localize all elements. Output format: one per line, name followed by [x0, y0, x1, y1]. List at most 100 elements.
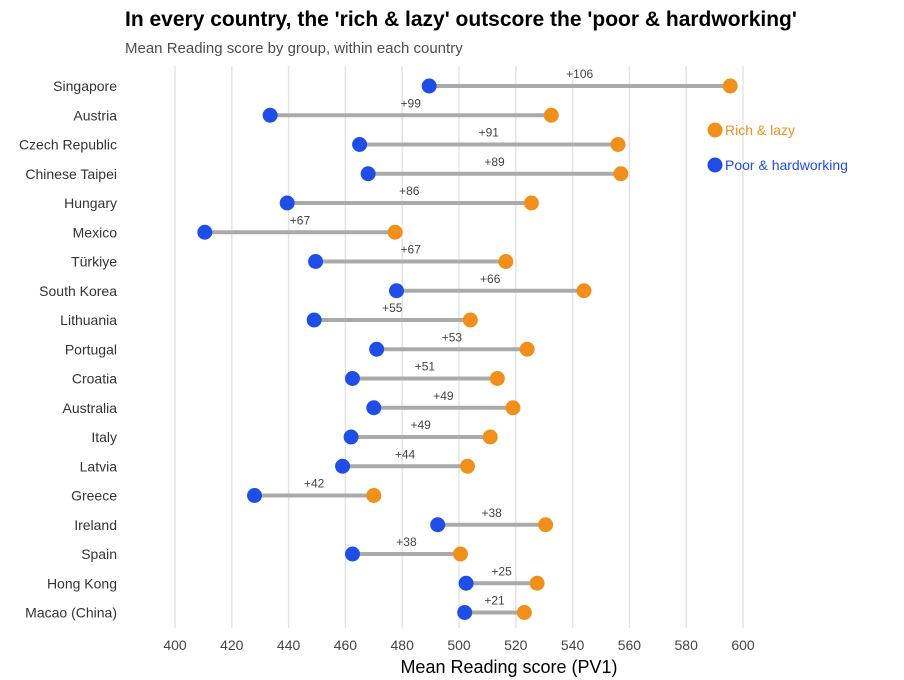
point-rich-spain — [452, 546, 468, 562]
point-poor-mexico — [197, 224, 213, 240]
point-rich-south-korea — [576, 283, 592, 299]
point-rich-portugal — [519, 341, 535, 357]
point-poor-spain — [345, 546, 360, 562]
country-labels: Singapore Austria Czech Republic Chinese Ta… — [19, 78, 117, 621]
connectors — [202, 84, 733, 615]
diff-label-portugal: +53 — [442, 330, 463, 344]
point-rich-chinese-taipei — [613, 166, 629, 182]
country-label-italy: Italy — [91, 429, 117, 445]
legend-rich-label: Rich & lazy — [725, 122, 795, 138]
x-tick-420: 420 — [220, 637, 244, 653]
point-poor-czech-republic — [352, 137, 368, 152]
points — [197, 78, 738, 620]
diff-label-austria: +99 — [401, 96, 422, 110]
point-rich-australia — [505, 400, 521, 416]
x-tick-520: 520 — [504, 637, 528, 653]
x-tick-460: 460 — [334, 637, 358, 653]
country-label-croatia: Croatia — [72, 371, 117, 387]
point-poor-italy — [343, 429, 359, 445]
country-label-portugal: Portugal — [65, 341, 117, 357]
point-poor-greece — [247, 488, 263, 503]
country-label-austria: Austria — [73, 107, 117, 123]
point-poor-chinese-taipei — [360, 166, 376, 182]
point-rich-t-rkiye — [498, 254, 514, 269]
country-label-greece: Greece — [71, 488, 117, 504]
country-label-czech-republic: Czech Republic — [19, 137, 117, 153]
x-tick-440: 440 — [277, 637, 301, 653]
chart-title: In every country, the 'rich & lazy' outs… — [125, 8, 797, 31]
country-label-singapore: Singapore — [53, 78, 117, 94]
chart-subtitle: Mean Reading score by group, within each… — [125, 40, 463, 57]
legend-poor-marker — [707, 157, 723, 173]
legend-rich-marker — [707, 122, 723, 138]
x-tick-540: 540 — [561, 637, 585, 653]
country-label-latvia: Latvia — [80, 458, 118, 474]
point-poor-croatia — [345, 371, 360, 386]
diff-label-t-rkiye: +67 — [401, 243, 422, 257]
point-poor-austria — [262, 107, 278, 123]
point-rich-greece — [366, 488, 382, 503]
point-rich-ireland — [538, 517, 554, 533]
country-label-mexico: Mexico — [73, 224, 118, 240]
point-poor-macao-china — [457, 605, 473, 620]
diff-label-latvia: +44 — [395, 447, 416, 461]
point-poor-hungary — [279, 195, 295, 211]
diff-label-chinese-taipei: +89 — [484, 155, 505, 169]
country-label-spain: Spain — [81, 546, 117, 562]
x-tick-560: 560 — [618, 637, 642, 653]
point-poor-hong-kong — [458, 575, 474, 591]
point-poor-lithuania — [306, 312, 322, 328]
diff-label-czech-republic: +91 — [479, 126, 500, 140]
country-label-t-rkiye: Türkiye — [71, 254, 117, 270]
diff-label-croatia: +51 — [415, 360, 436, 374]
point-rich-italy — [482, 429, 498, 445]
x-tick-600: 600 — [731, 637, 755, 653]
point-rich-austria — [543, 107, 559, 123]
gridlines — [174, 66, 744, 628]
country-label-ireland: Ireland — [74, 517, 117, 533]
diff-label-hungary: +86 — [399, 184, 420, 198]
diff-label-hong-kong: +25 — [491, 564, 512, 578]
point-rich-latvia — [460, 458, 476, 474]
country-label-hong-kong: Hong Kong — [47, 575, 117, 591]
diff-label-mexico: +67 — [290, 213, 311, 227]
diff-label-lithuania: +55 — [382, 301, 403, 315]
point-rich-mexico — [387, 224, 403, 240]
diff-label-south-korea: +66 — [480, 272, 501, 286]
point-poor-t-rkiye — [308, 254, 324, 269]
point-rich-croatia — [489, 371, 505, 386]
point-rich-hungary — [523, 195, 539, 211]
country-label-hungary: Hungary — [64, 195, 117, 211]
point-poor-australia — [366, 400, 382, 416]
diff-label-spain: +38 — [396, 535, 417, 549]
country-label-macao-china: Macao (China) — [25, 605, 117, 621]
country-label-australia: Australia — [63, 400, 118, 416]
country-label-south-korea: South Korea — [39, 283, 117, 299]
point-poor-latvia — [335, 458, 351, 474]
diff-label-italy: +49 — [410, 418, 431, 432]
point-poor-ireland — [430, 517, 446, 533]
diff-label-singapore: +106 — [566, 67, 593, 81]
point-poor-south-korea — [389, 283, 405, 299]
country-label-lithuania: Lithuania — [60, 312, 117, 328]
point-rich-macao-china — [516, 605, 532, 620]
x-tick-480: 480 — [391, 637, 415, 653]
point-rich-lithuania — [462, 312, 478, 328]
x-tick-580: 580 — [675, 637, 699, 653]
point-poor-singapore — [421, 78, 437, 94]
legend-poor-label: Poor & hardworking — [725, 157, 848, 173]
country-label-chinese-taipei: Chinese Taipei — [25, 166, 117, 182]
legend: Rich & lazy Poor & hardworking — [707, 122, 848, 173]
point-rich-hong-kong — [529, 575, 545, 591]
diff-label-greece: +42 — [304, 477, 325, 491]
x-tick-400: 400 — [163, 637, 187, 653]
diff-label-macao-china: +21 — [484, 594, 505, 608]
point-rich-singapore — [722, 78, 738, 94]
x-axis-label: Mean Reading score (PV1) — [400, 657, 617, 677]
diff-label-ireland: +38 — [481, 506, 502, 520]
point-rich-czech-republic — [610, 137, 626, 152]
x-axis-ticks: 400 420 440 460 480 500 520 540 560 580 600 — [163, 637, 755, 653]
x-tick-500: 500 — [447, 637, 471, 653]
point-poor-portugal — [369, 341, 385, 357]
